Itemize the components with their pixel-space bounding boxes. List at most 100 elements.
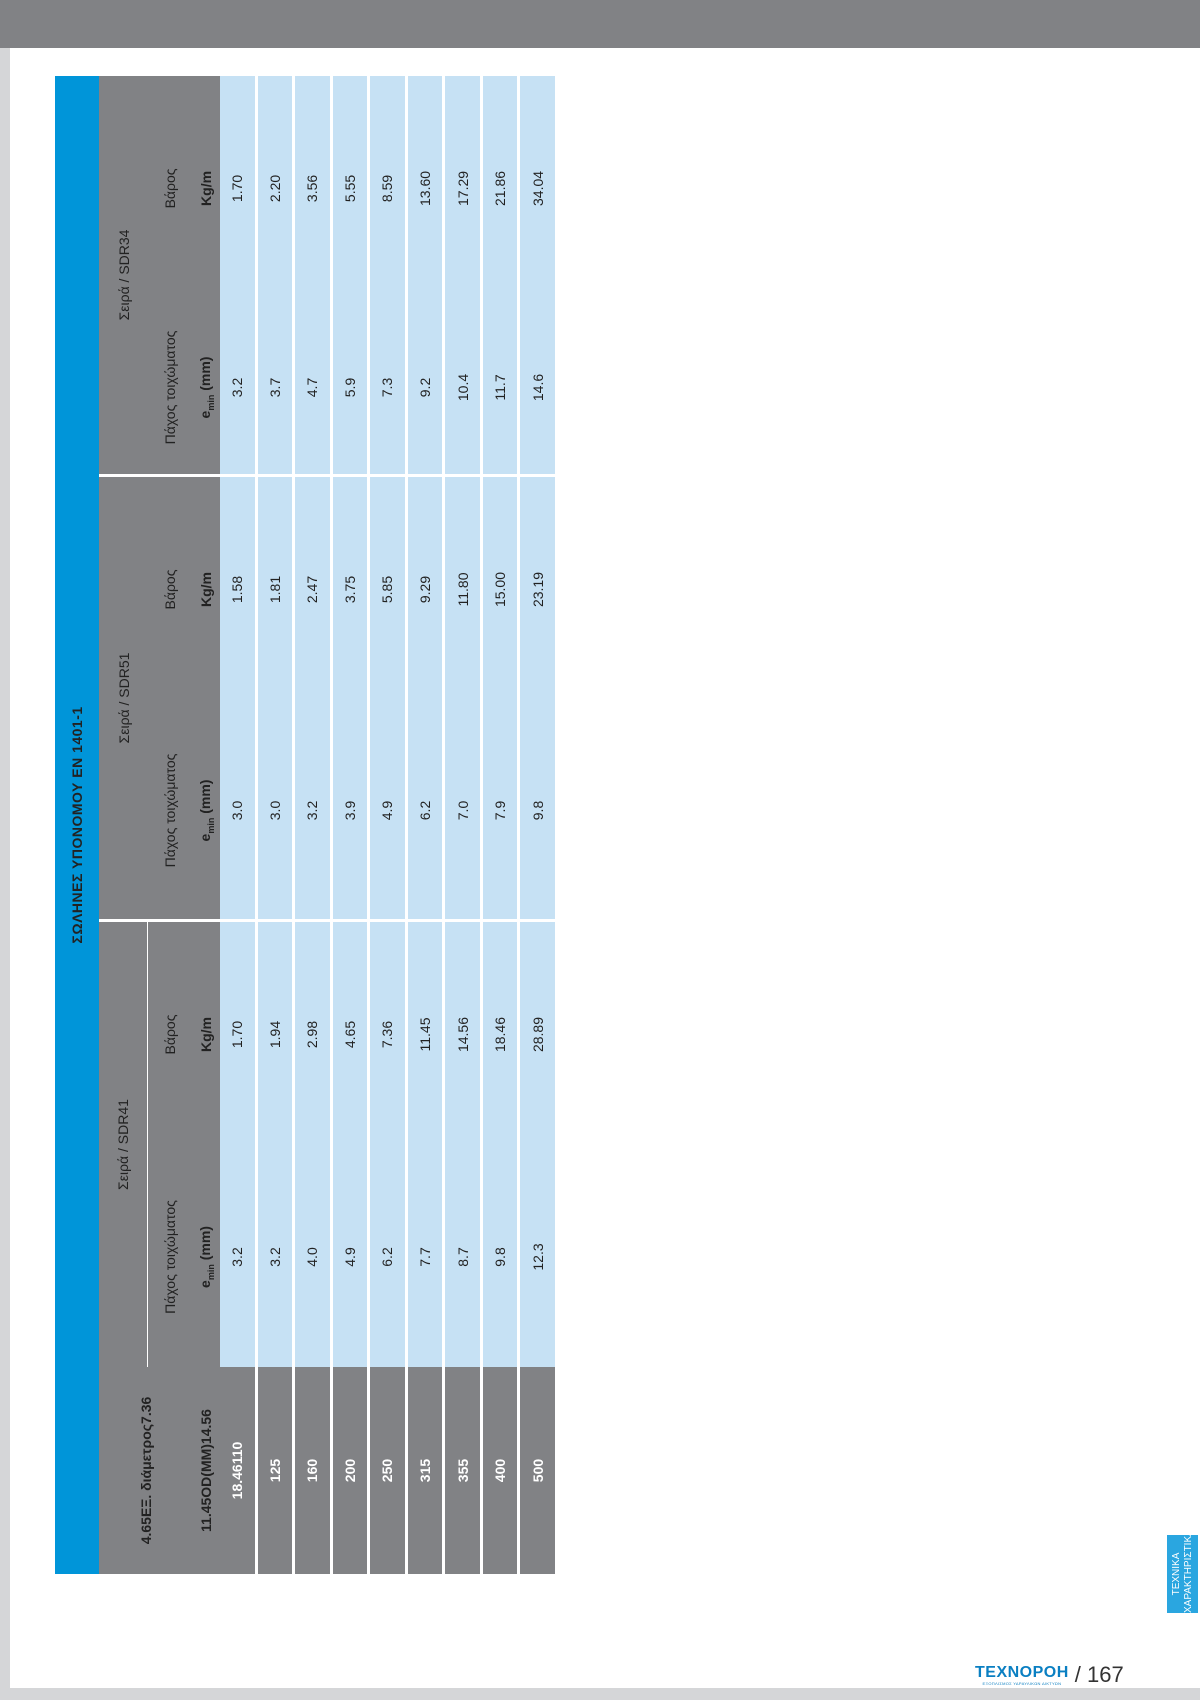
- table-cell: 3.56: [295, 75, 333, 301]
- table-row: 315 7.7 11.45 6.2 9.29 9.2 13.60: [407, 75, 446, 1574]
- series-sdr34-header: Σειρά / SDR34: [99, 75, 148, 477]
- table-cell: 9.29: [407, 477, 446, 702]
- table-cell: 6.2: [407, 702, 446, 922]
- table-cell: 23.19: [520, 477, 555, 702]
- table-cell: 3.7: [257, 301, 296, 477]
- table-row: 18.46110 3.2 1.70 3.0 1.58 3.2 1.70: [220, 75, 258, 1574]
- table-cell: 3.0: [220, 702, 258, 922]
- table-cell: 12.3: [520, 1147, 555, 1367]
- thickness-unit: emin (mm): [192, 301, 220, 477]
- thickness-unit: emin (mm): [192, 1147, 220, 1367]
- table-cell: 4.0: [295, 1147, 333, 1367]
- table-row: 160 4.0 2.98 3.2 2.47 4.7 3.56: [295, 75, 333, 1574]
- table-cell: 6.2: [370, 1147, 408, 1367]
- table-cell: 14.6: [520, 301, 555, 477]
- table-cell: 3.0: [257, 702, 296, 922]
- weight-unit: Kg/m: [192, 477, 220, 702]
- table-cell: 7.7: [407, 1147, 446, 1367]
- brand-tagline: ΕΞΟΠΛΙΣΜΟΣ ΥΔΡΑΥΛΙΚΩΝ ΔΙΚΤΥΩΝ: [982, 1681, 1062, 1686]
- table-cell: 3.2: [220, 301, 258, 477]
- brand-logo: ΤΕΧΝΟΡΟΗ ΕΞΟΠΛΙΣΜΟΣ ΥΔΡΑΥΛΙΚΩΝ ΔΙΚΤΥΩΝ: [975, 1665, 1069, 1687]
- table-cell: 5.9: [332, 301, 371, 477]
- table-row: 125 3.2 1.94 3.0 1.81 3.7 2.20: [257, 75, 296, 1574]
- weight-header: Βάρος: [148, 477, 192, 702]
- thickness-unit: emin (mm): [192, 702, 220, 922]
- dn-cell: 355: [445, 1367, 483, 1574]
- pipe-table-rotated: ΣΩΛΗΝΕΣ ΥΠΟΝΟΜΟΥ ΕΝ 1401-1 4.65ΕΞ. διάμε…: [55, 75, 555, 1574]
- table-cell: 14.56: [445, 922, 483, 1147]
- weight-header: Βάρος: [148, 75, 192, 301]
- table-cell: 4.65: [332, 922, 371, 1147]
- pipe-table: ΣΩΛΗΝΕΣ ΥΠΟΝΟΜΟΥ ΕΝ 1401-1 4.65ΕΞ. διάμε…: [55, 75, 555, 1574]
- thickness-header: Πάχος τοιχώματος: [148, 1147, 192, 1367]
- weight-unit: Kg/m: [192, 922, 220, 1147]
- table-cell: 2.98: [295, 922, 333, 1147]
- table-cell: 17.29: [445, 75, 483, 301]
- table-cell: 15.00: [482, 477, 521, 702]
- table-cell: 4.9: [332, 1147, 371, 1367]
- table-cell: 9.8: [482, 1147, 521, 1367]
- dn-unit-header: 11.45OD(MM)14.56: [192, 1367, 220, 1574]
- table-cell: 1.58: [220, 477, 258, 702]
- table-cell: 2.47: [295, 477, 333, 702]
- table-cell: 9.8: [520, 702, 555, 922]
- top-bar: [0, 0, 1200, 48]
- table-row: 250 6.2 7.36 4.9 5.85 7.3 8.59: [370, 75, 408, 1574]
- page-number: / 167: [1074, 1662, 1124, 1687]
- table-cell: 11.7: [482, 301, 521, 477]
- dn-label-header: 4.65ΕΞ. διάμετρος7.36: [99, 1367, 192, 1574]
- dn-cell: 500: [520, 1367, 555, 1574]
- series-sdr51-header: Σειρά / SDR51: [99, 477, 148, 922]
- table-cell: 5.55: [332, 75, 371, 301]
- section-tab-label: ΤΕΧΝΙΚΑ ΧΑΡΑΚΤΗΡΙΣΤΙΚΑ: [1170, 1529, 1194, 1613]
- table-cell: 11.45: [407, 922, 446, 1147]
- dn-cell: 200: [332, 1367, 371, 1574]
- table-cell: 5.85: [370, 477, 408, 702]
- table-row: 355 8.7 14.56 7.0 11.80 10.4 17.29: [445, 75, 483, 1574]
- dn-cell: 125: [257, 1367, 296, 1574]
- table-cell: 3.2: [220, 1147, 258, 1367]
- table-cell: 21.86: [482, 75, 521, 301]
- table-cell: 1.94: [257, 922, 296, 1147]
- table-cell: 2.20: [257, 75, 296, 301]
- weight-unit: Kg/m: [192, 75, 220, 301]
- brand-name: ΤΕΧΝΟΡΟΗ: [975, 1664, 1069, 1681]
- table-cell: 8.7: [445, 1147, 483, 1367]
- table-cell: 8.59: [370, 75, 408, 301]
- table-cell: 7.0: [445, 702, 483, 922]
- section-tab[interactable]: ΤΕΧΝΙΚΑ ΧΑΡΑΚΤΗΡΙΣΤΙΚΑ: [1167, 1529, 1198, 1613]
- footer: ΤΕΧΝΟΡΟΗ ΕΞΟΠΛΙΣΜΟΣ ΥΔΡΑΥΛΙΚΩΝ ΔΙΚΤΥΩΝ /…: [975, 1657, 1124, 1687]
- table-cell: 13.60: [407, 75, 446, 301]
- table-cell: 3.2: [257, 1147, 296, 1367]
- series-sdr41-header: Σειρά / SDR41: [99, 922, 148, 1367]
- table-cell: 18.46: [482, 922, 521, 1147]
- left-page-edge: [0, 48, 10, 1700]
- table-cell: 10.4: [445, 301, 483, 477]
- thickness-header: Πάχος τοιχώματος: [148, 702, 192, 922]
- table-cell: 7.36: [370, 922, 408, 1147]
- thickness-header: Πάχος τοιχώματος: [148, 301, 192, 477]
- weight-header: Βάρος: [148, 922, 192, 1147]
- table-cell: 1.70: [220, 922, 258, 1147]
- table-cell: 34.04: [520, 75, 555, 301]
- table-row: 500 12.3 28.89 9.8 23.19 14.6 34.04: [520, 75, 555, 1574]
- table-cell: 3.75: [332, 477, 371, 702]
- dn-cell: 18.46110: [220, 1367, 258, 1574]
- table-cell: 4.9: [370, 702, 408, 922]
- dn-cell: 400: [482, 1367, 521, 1574]
- table-cell: 7.3: [370, 301, 408, 477]
- table-row: 400 9.8 18.46 7.9 15.00 11.7 21.86: [482, 75, 521, 1574]
- bottom-page-edge: [0, 1688, 1200, 1700]
- table-cell: 7.9: [482, 702, 521, 922]
- table-cell: 11.80: [445, 477, 483, 702]
- table-cell: 3.9: [332, 702, 371, 922]
- table-cell: 9.2: [407, 301, 446, 477]
- dn-cell: 160: [295, 1367, 333, 1574]
- table-row: 200 4.9 4.65 3.9 3.75 5.9 5.55: [332, 75, 371, 1574]
- table-cell: 3.2: [295, 702, 333, 922]
- table-cell: 1.70: [220, 75, 258, 301]
- table-cell: 1.81: [257, 477, 296, 702]
- dn-cell: 315: [407, 1367, 446, 1574]
- dn-cell: 250: [370, 1367, 408, 1574]
- table-cell: 28.89: [520, 922, 555, 1147]
